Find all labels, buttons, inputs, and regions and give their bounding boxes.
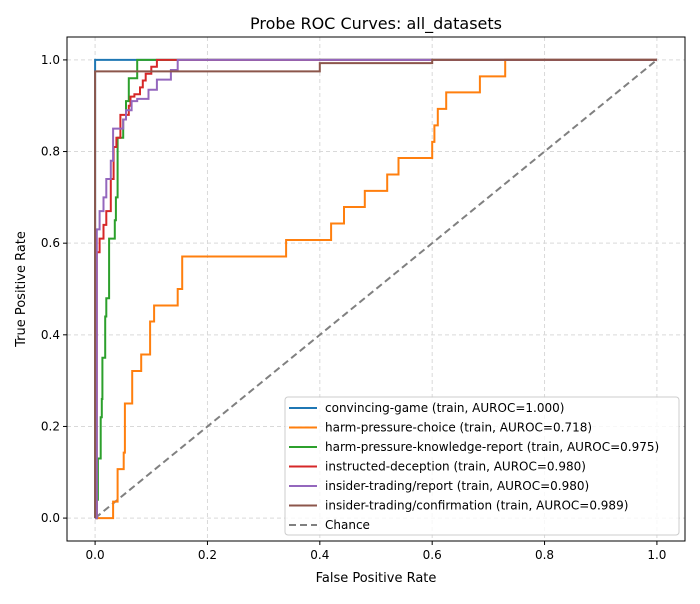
x-tick-label: 0.6 [423, 548, 442, 562]
x-tick-label: 0.8 [535, 548, 554, 562]
legend-label: harm-pressure-choice (train, AUROC=0.718… [325, 421, 592, 435]
x-axis-label: False Positive Rate [316, 571, 437, 586]
legend-box [284, 396, 680, 536]
legend-label: insider-trading/confirmation (train, AUR… [325, 499, 628, 513]
legend-label: Chance [325, 518, 370, 532]
legend-label: harm-pressure-knowledge-report (train, A… [325, 440, 659, 454]
series-line-4 [95, 58, 657, 520]
x-tick-label: 1.0 [647, 548, 666, 562]
y-axis-label: True Positive Rate [14, 231, 29, 348]
y-tick-label: 0.2 [41, 419, 60, 433]
series-line-2 [95, 58, 657, 520]
legend: convincing-game (train, AUROC=1.000) harm… [284, 396, 680, 536]
x-tick-label: 0.0 [86, 548, 105, 562]
y-tick-label: 0.8 [41, 145, 60, 159]
plot-frame [66, 36, 686, 542]
y-tick-label: 0.4 [41, 328, 60, 342]
legend-label: instructed-deception (train, AUROC=0.980… [325, 460, 586, 474]
axis-ticks: 0.0 0.2 0.4 0.6 0.8 1.0 0.0 0.2 0.4 0.6 0.8 1.0 [41, 53, 667, 562]
y-tick-label: 0.0 [41, 511, 60, 525]
series-lines [94, 58, 658, 520]
legend-label: convincing-game (train, AUROC=1.000) [325, 401, 564, 415]
x-tick-label: 0.4 [310, 548, 329, 562]
y-tick-label: 1.0 [41, 53, 60, 67]
y-tick-label: 0.6 [41, 236, 60, 250]
legend-label: insider-trading/report (train, AUROC=0.9… [325, 479, 589, 493]
series-line-1 [95, 58, 657, 520]
series-line-5 [94, 58, 657, 519]
chart-title: Probe ROC Curves: all_datasets [250, 14, 502, 34]
x-tick-label: 0.2 [198, 548, 217, 562]
series-line-3 [95, 58, 657, 520]
